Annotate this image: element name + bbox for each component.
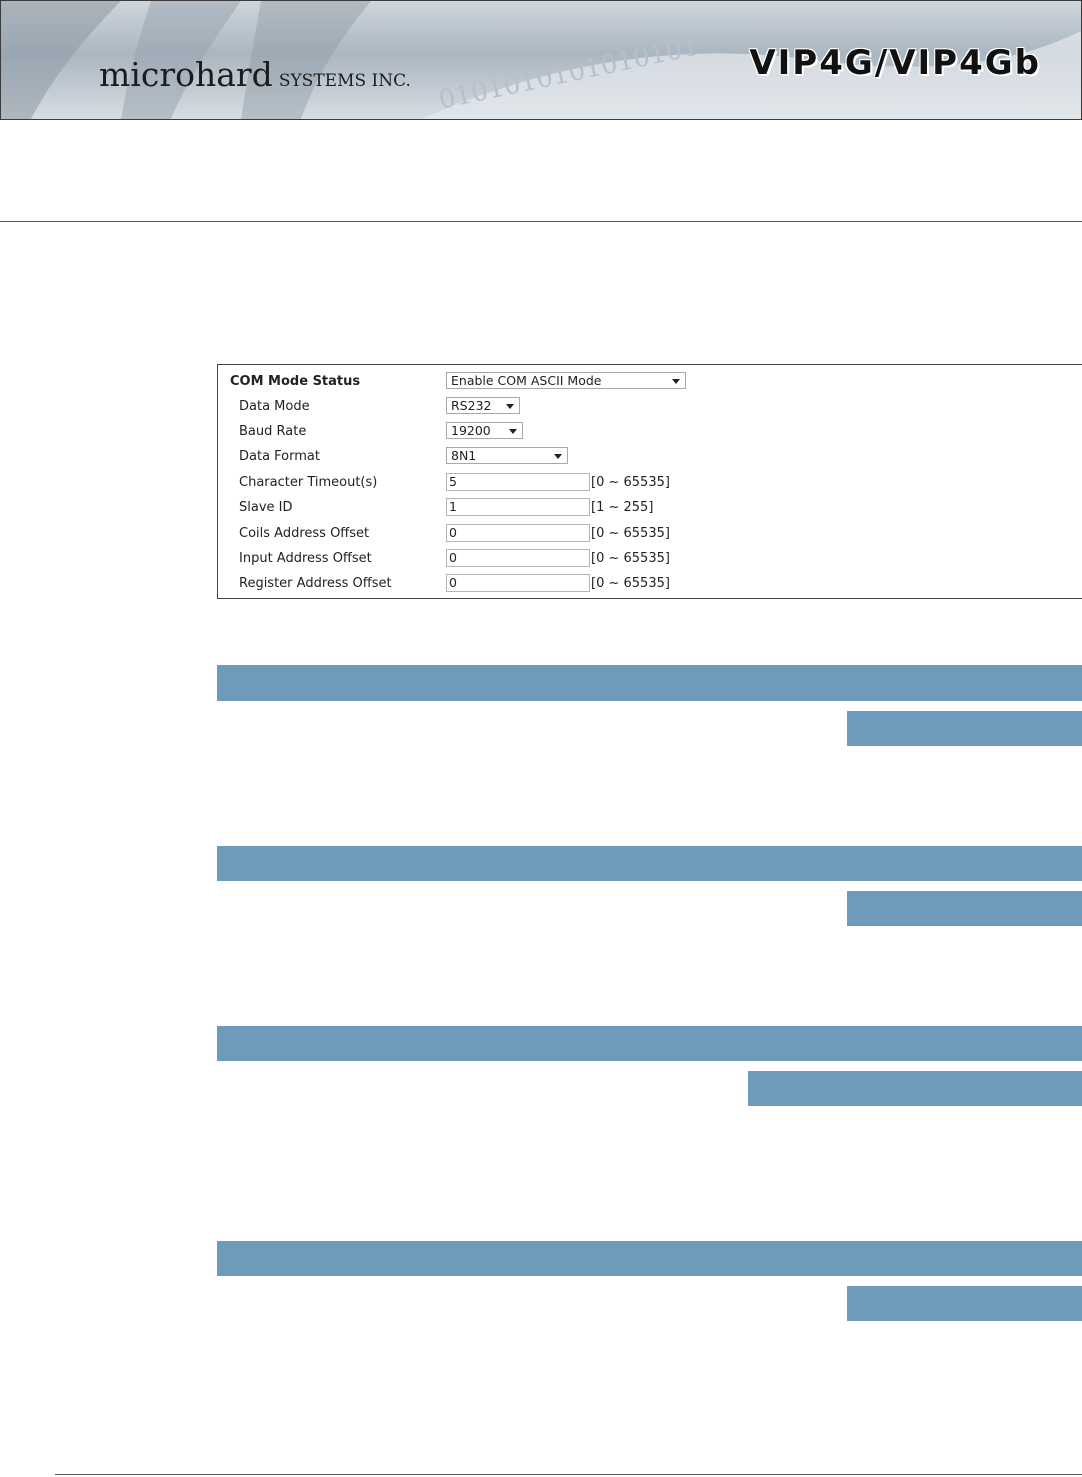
- register-offset-label: Register Address Offset: [239, 576, 392, 591]
- row-com-mode-status: COM Mode Status Enable COM ASCII Mode: [218, 370, 1082, 392]
- brand-name: microhard: [99, 55, 273, 94]
- section-heading-bar-2: [217, 846, 1082, 881]
- input-offset-range: [0 ~ 65535]: [591, 551, 670, 566]
- com-mode-status-value: Enable COM ASCII Mode: [451, 373, 602, 388]
- section-heading-bar-3: [217, 1026, 1082, 1061]
- com-mode-status-select[interactable]: Enable COM ASCII Mode: [446, 372, 686, 389]
- chevron-down-icon: [554, 454, 562, 459]
- slave-id-input[interactable]: 1: [446, 498, 590, 516]
- input-offset-input[interactable]: 0: [446, 549, 590, 567]
- section-tag-bar-4: [847, 1286, 1082, 1321]
- chevron-down-icon: [509, 429, 517, 434]
- com-mode-status-label: COM Mode Status: [230, 374, 361, 389]
- input-offset-label: Input Address Offset: [239, 551, 372, 566]
- data-mode-select[interactable]: RS232: [446, 397, 520, 414]
- chevron-down-icon: [506, 404, 514, 409]
- row-register-offset: Register Address Offset 0 [0 ~ 65535]: [218, 572, 1082, 594]
- slave-id-label: Slave ID: [239, 500, 293, 515]
- chevron-down-icon: [672, 379, 680, 384]
- row-data-format: Data Format 8N1: [218, 445, 1082, 467]
- row-coils-offset: Coils Address Offset 0 [0 ~ 65535]: [218, 522, 1082, 544]
- product-title: VIP4G/VIP4Gb: [749, 43, 1041, 83]
- register-offset-input[interactable]: 0: [446, 574, 590, 592]
- character-timeout-input[interactable]: 5: [446, 473, 590, 491]
- brand-suffix: SYSTEMS INC.: [278, 71, 411, 91]
- section-tag-bar-3: [748, 1071, 1082, 1106]
- section-tag-bar-1: [847, 711, 1082, 746]
- com-mode-panel: COM Mode Status Enable COM ASCII Mode Da…: [217, 364, 1082, 599]
- row-slave-id: Slave ID 1 [1 ~ 255]: [218, 496, 1082, 518]
- banner-swoosh-graphic: 0101010101010101: [1, 1, 1081, 119]
- data-mode-label: Data Mode: [239, 399, 310, 414]
- section-tag-bar-2: [847, 891, 1082, 926]
- data-format-value: 8N1: [451, 448, 477, 463]
- baud-rate-value: 19200: [451, 423, 491, 438]
- footer-divider: [55, 1474, 1082, 1475]
- row-character-timeout: Character Timeout(s) 5 [0 ~ 65535]: [218, 471, 1082, 493]
- header-divider: [0, 221, 1082, 222]
- section-heading-bar-1: [217, 665, 1082, 701]
- header-banner: 0101010101010101 microhard SYSTEMS INC. V…: [0, 0, 1082, 120]
- slave-id-range: [1 ~ 255]: [591, 500, 654, 515]
- baud-rate-label: Baud Rate: [239, 424, 307, 439]
- row-data-mode: Data Mode RS232: [218, 395, 1082, 417]
- company-logo: microhard SYSTEMS INC.: [99, 55, 411, 94]
- coils-offset-range: [0 ~ 65535]: [591, 526, 670, 541]
- row-baud-rate: Baud Rate 19200: [218, 420, 1082, 442]
- character-timeout-label: Character Timeout(s): [239, 475, 378, 490]
- data-format-label: Data Format: [239, 449, 320, 464]
- baud-rate-select[interactable]: 19200: [446, 422, 523, 439]
- register-offset-range: [0 ~ 65535]: [591, 576, 670, 591]
- data-format-select[interactable]: 8N1: [446, 447, 568, 464]
- data-mode-value: RS232: [451, 398, 492, 413]
- coils-offset-label: Coils Address Offset: [239, 526, 370, 541]
- section-heading-bar-4: [217, 1241, 1082, 1276]
- row-input-offset: Input Address Offset 0 [0 ~ 65535]: [218, 547, 1082, 569]
- character-timeout-range: [0 ~ 65535]: [591, 475, 670, 490]
- coils-offset-input[interactable]: 0: [446, 524, 590, 542]
